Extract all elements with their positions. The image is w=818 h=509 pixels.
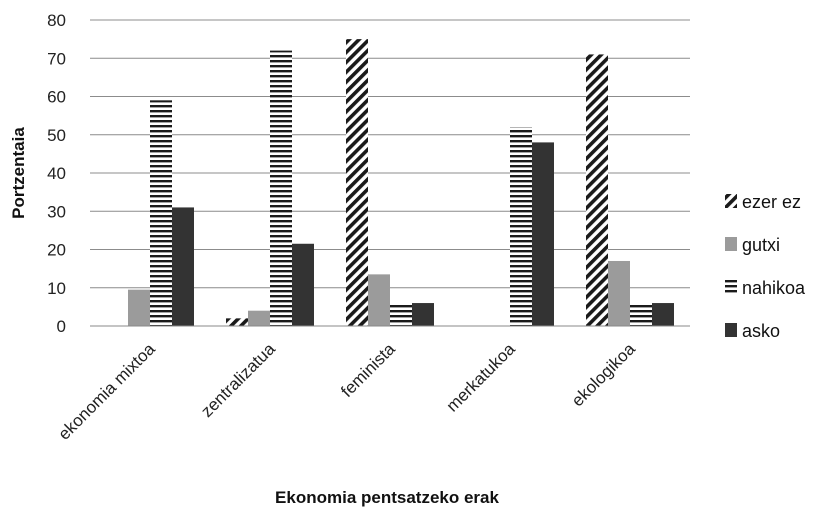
x-tick-label: merkatukoa (443, 339, 520, 416)
bar-asko (172, 207, 194, 326)
y-tick-label: 40 (47, 164, 66, 183)
y-tick-label: 70 (47, 49, 66, 68)
bar-asko (652, 303, 674, 326)
bar-asko (412, 303, 434, 326)
legend-swatch (725, 323, 737, 337)
y-tick-label: 60 (47, 88, 66, 107)
bar-asko (532, 142, 554, 326)
bars (128, 39, 674, 327)
y-tick-label: 80 (47, 11, 66, 30)
bar-nahikoa (390, 303, 412, 326)
y-tick-label: 10 (47, 279, 66, 298)
x-axis-title: Ekonomia pentsatzeko erak (275, 488, 499, 507)
bar-nahikoa (270, 50, 292, 326)
y-tick-label: 20 (47, 241, 66, 260)
bar-gutxi (128, 289, 150, 326)
legend-swatch (725, 194, 737, 208)
bar-nahikoa (510, 127, 532, 326)
legend-label: ezer ez (742, 192, 801, 212)
y-tick-label: 50 (47, 126, 66, 145)
legend-label: gutxi (742, 235, 780, 255)
bar-gutxi (608, 260, 630, 326)
bar-gutxi (248, 310, 270, 326)
legend: ezer ez gutxi nahikoa asko (725, 192, 806, 341)
bar-nahikoa (630, 303, 652, 326)
legend-label: nahikoa (742, 278, 806, 298)
x-tick-label: zentralizatua (197, 339, 279, 421)
y-tick-label: 0 (57, 317, 66, 336)
bar-asko (292, 243, 314, 326)
bar-nahikoa (150, 100, 172, 326)
bar-ezer-ez (586, 54, 608, 327)
bar-gutxi (368, 274, 390, 326)
x-tick-label: feminista (337, 339, 399, 401)
y-axis-title: Portzentaia (9, 127, 28, 219)
legend-swatch (725, 280, 737, 294)
bar-ezer-ez (346, 39, 368, 326)
y-tick-label: 30 (47, 202, 66, 221)
bar-ezer-ez (226, 318, 248, 326)
y-axis-ticks: 0 10 20 30 40 50 60 70 80 (47, 11, 66, 336)
x-tick-label: ekonomia mixtoa (55, 339, 160, 444)
x-tick-label: ekologikoa (568, 339, 639, 410)
x-axis-ticks: ekonomia mixtoa zentralizatua feminista mer… (55, 339, 640, 444)
legend-swatch (725, 237, 737, 251)
legend-label: asko (742, 321, 780, 341)
